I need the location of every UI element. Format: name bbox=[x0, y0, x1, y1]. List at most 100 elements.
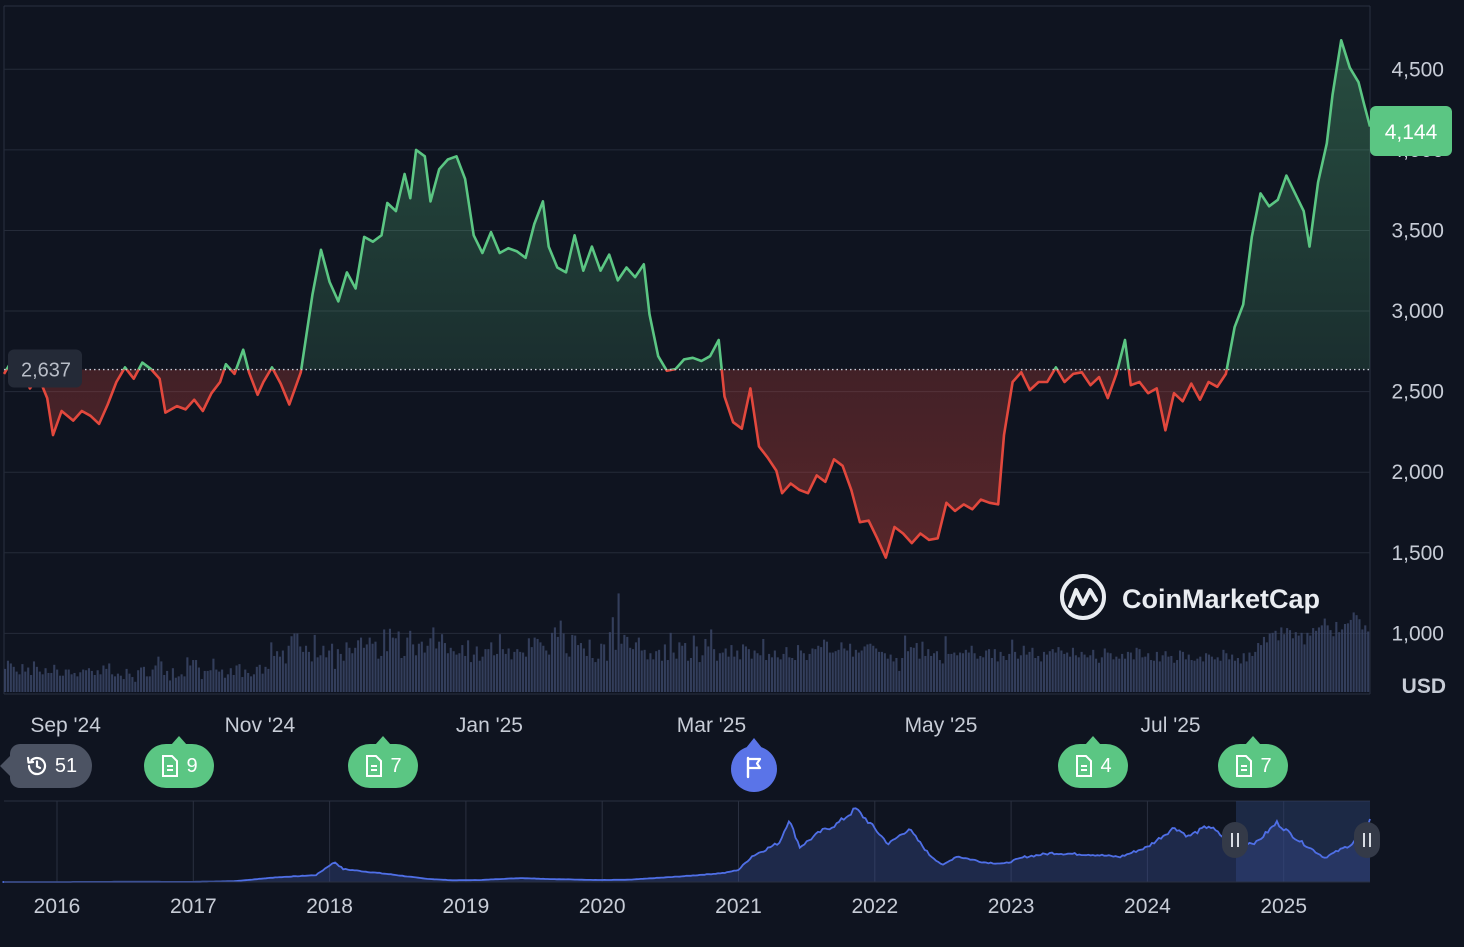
volume-bar bbox=[649, 653, 652, 692]
volume-bar bbox=[1364, 625, 1367, 692]
volume-bar bbox=[542, 645, 545, 692]
volume-bar bbox=[759, 655, 762, 692]
volume-bar bbox=[249, 676, 253, 692]
volume-bar bbox=[47, 672, 50, 692]
volume-bar bbox=[637, 637, 640, 692]
volume-bar bbox=[1129, 652, 1132, 692]
volume-bar bbox=[122, 679, 125, 692]
volume-bar bbox=[1170, 655, 1173, 692]
volume-bar bbox=[559, 620, 562, 692]
volume-bar bbox=[921, 641, 924, 692]
volume-bar bbox=[131, 677, 134, 692]
volume-bar bbox=[715, 660, 719, 692]
volume-bar bbox=[756, 653, 759, 692]
volume-bar bbox=[15, 671, 18, 692]
volume-bar bbox=[857, 652, 860, 692]
volume-bar bbox=[307, 651, 310, 692]
volume-bar bbox=[571, 634, 574, 692]
volume-bar bbox=[1315, 630, 1318, 692]
volume-bar bbox=[1095, 658, 1098, 692]
volume-bar bbox=[1158, 661, 1161, 692]
history-count: 51 bbox=[54, 754, 78, 777]
navigator-year-label: 2023 bbox=[988, 895, 1035, 918]
volume-bar bbox=[849, 643, 852, 692]
volume-bar bbox=[197, 667, 200, 692]
volume-bar bbox=[762, 638, 765, 692]
volume-bar bbox=[814, 649, 817, 692]
volume-bar bbox=[1173, 662, 1176, 692]
volume-bar bbox=[38, 671, 41, 692]
volume-bar bbox=[851, 656, 855, 692]
volume-bar bbox=[113, 676, 117, 692]
volume-bar bbox=[597, 658, 600, 692]
volume-bar bbox=[1161, 655, 1164, 692]
news-badge-2[interactable]: 7 bbox=[348, 736, 418, 788]
range-navigator[interactable]: 2016 2017 2018 2019 2020 2021 2022 2023 2024 2025 bbox=[2, 800, 1381, 918]
volume-bar bbox=[1335, 621, 1338, 692]
area-above-baseline bbox=[4, 40, 1370, 370]
volume-bar bbox=[186, 657, 189, 692]
news-badge-4[interactable]: 7 bbox=[1218, 736, 1288, 788]
volume-bar bbox=[252, 674, 255, 692]
volume-bar bbox=[1022, 645, 1025, 692]
volume-bar bbox=[1288, 630, 1292, 692]
history-badge[interactable]: 51 bbox=[0, 744, 92, 788]
volume-bar bbox=[374, 641, 377, 692]
volume-bar bbox=[692, 635, 695, 692]
volume-bar bbox=[336, 649, 339, 692]
navigator-right-handle[interactable] bbox=[1354, 822, 1380, 858]
volume-bar bbox=[713, 649, 716, 692]
volume-bar bbox=[1262, 636, 1266, 692]
handle-body[interactable] bbox=[1221, 822, 1248, 858]
volume-bar bbox=[579, 643, 583, 692]
volume-bar bbox=[990, 658, 993, 692]
volume-bar bbox=[970, 645, 973, 692]
event-flag-badge[interactable] bbox=[731, 738, 777, 792]
navigator-area bbox=[2, 807, 1371, 883]
volume-bar bbox=[203, 670, 206, 692]
volume-bar bbox=[105, 668, 108, 692]
price-line-group[interactable] bbox=[2, 39, 1370, 559]
volume-bar bbox=[901, 658, 904, 692]
navigator-year-label: 2016 bbox=[34, 895, 81, 918]
volume-bar bbox=[556, 636, 559, 692]
volume-bar bbox=[1155, 651, 1158, 692]
volume-bar bbox=[1317, 627, 1321, 692]
volume-bar bbox=[90, 670, 93, 692]
volume-bar bbox=[982, 657, 985, 692]
volume-bar bbox=[30, 675, 33, 692]
price-line-below[interactable] bbox=[2, 40, 1370, 559]
volume-bars bbox=[4, 593, 1370, 692]
volume-bar bbox=[1115, 656, 1118, 692]
navigator-left-handle[interactable] bbox=[1221, 822, 1248, 858]
volume-bar bbox=[739, 659, 742, 692]
volume-bar bbox=[348, 647, 351, 692]
news-badge-3[interactable]: 4 bbox=[1058, 736, 1128, 788]
volume-bar bbox=[1332, 636, 1335, 692]
volume-bar bbox=[1320, 625, 1323, 692]
volume-bar bbox=[510, 659, 513, 692]
volume-bar bbox=[394, 638, 397, 692]
navigator-year-label: 2019 bbox=[443, 895, 490, 918]
volume-bar bbox=[1271, 632, 1274, 692]
navigator-year-label: 2020 bbox=[579, 895, 626, 918]
volume-bar bbox=[420, 641, 423, 692]
news-badge-1[interactable]: 9 bbox=[144, 736, 214, 788]
volume-bar bbox=[102, 665, 105, 692]
volume-bar bbox=[820, 647, 823, 692]
volume-bar bbox=[432, 627, 435, 692]
volume-bar bbox=[643, 649, 646, 692]
volume-bar bbox=[522, 652, 525, 692]
price-line-above[interactable] bbox=[4, 39, 1370, 557]
handle-body[interactable] bbox=[1354, 822, 1380, 858]
coinmarketcap-logo-icon bbox=[1060, 574, 1106, 620]
volume-bar bbox=[1100, 657, 1103, 692]
volume-bar bbox=[1063, 653, 1066, 692]
volume-bar bbox=[721, 652, 724, 692]
volume-bar bbox=[226, 674, 229, 692]
volume-bar bbox=[134, 681, 137, 692]
volume-bar bbox=[32, 661, 36, 692]
volume-bar bbox=[354, 647, 357, 692]
